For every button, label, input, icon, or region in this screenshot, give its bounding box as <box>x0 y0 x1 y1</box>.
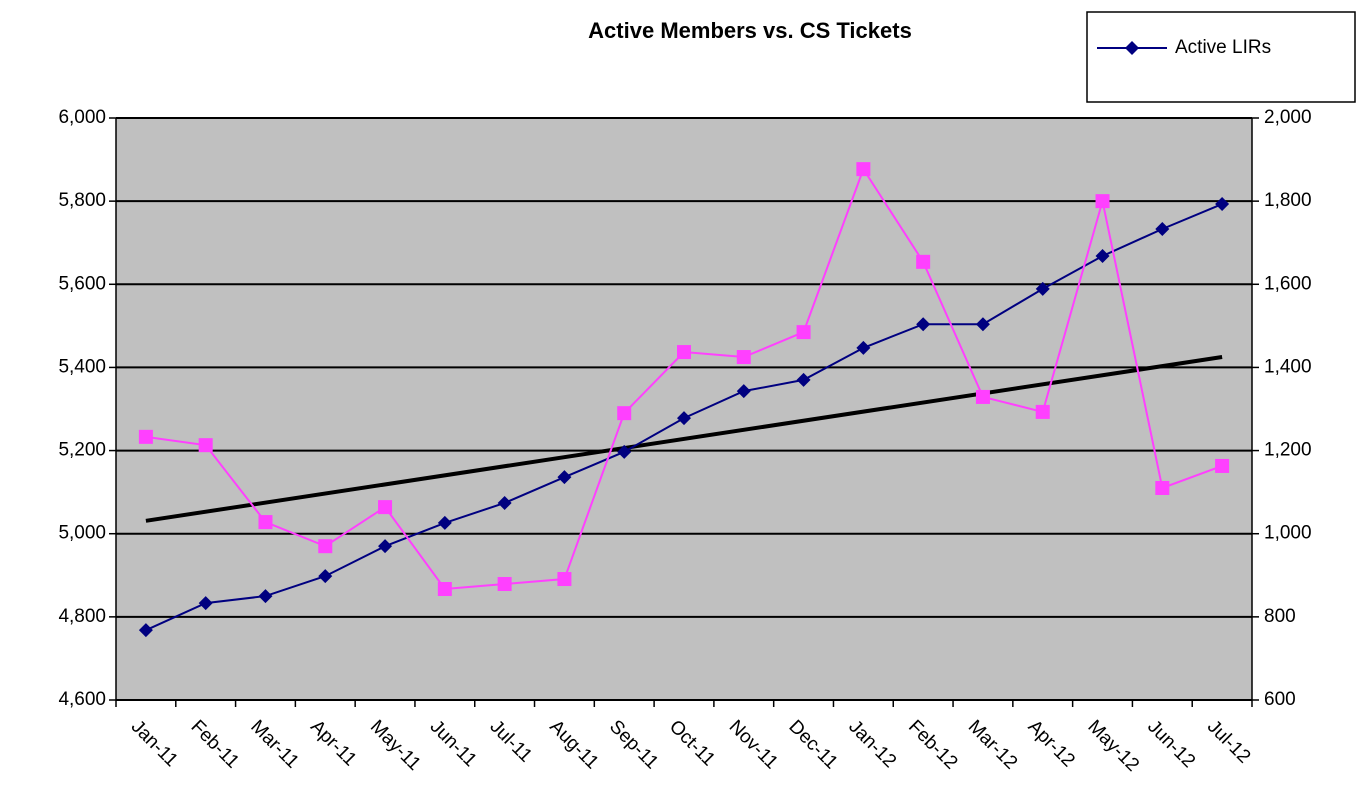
y-tick-label: 5,600 <box>58 273 106 294</box>
marker-square <box>796 325 811 340</box>
marker-diamond <box>975 317 990 332</box>
y2-tick-label: 800 <box>1264 606 1296 627</box>
marker-square <box>916 254 931 269</box>
y2-tick-label: 1,400 <box>1264 356 1312 377</box>
x-tick-label: Jul-12 <box>1203 716 1254 767</box>
x-tick-label: Jan-12 <box>844 716 900 772</box>
y-tick-label: 5,000 <box>58 523 106 544</box>
y2-tick-label: 2,000 <box>1264 107 1312 128</box>
marker-diamond <box>736 384 751 399</box>
marker-square <box>736 350 751 365</box>
y-tick-label: 4,800 <box>58 606 106 627</box>
marker-diamond <box>1095 249 1110 264</box>
marker-diamond <box>378 539 393 554</box>
y-tick-label: 4,600 <box>58 689 106 710</box>
marker-square <box>856 162 871 177</box>
marker-square <box>557 572 572 587</box>
y2-tick-label: 1,600 <box>1264 273 1312 294</box>
x-tick-label: Mar-12 <box>964 716 1021 773</box>
marker-diamond <box>138 623 153 638</box>
x-tick-label: Jun-11 <box>426 716 481 771</box>
marker-diamond <box>497 495 512 510</box>
marker-diamond <box>318 569 333 584</box>
x-tick-label: Dec-11 <box>784 716 841 773</box>
x-tick-label: Feb-12 <box>904 716 961 773</box>
y-tick-label: 6,000 <box>58 107 106 128</box>
x-tick-label: May-11 <box>366 716 425 775</box>
marker-diamond <box>258 589 273 604</box>
legend-box <box>1086 11 1356 103</box>
x-tick-label: Sep-11 <box>605 716 662 773</box>
marker-square <box>497 577 512 592</box>
x-tick-label: Feb-11 <box>187 716 243 772</box>
marker-square <box>617 406 632 421</box>
marker-square <box>198 438 213 453</box>
plot-area <box>116 118 1252 700</box>
y-tick-label: 5,200 <box>58 440 106 461</box>
y2-tick-label: 1,800 <box>1264 190 1312 211</box>
y-tick-label: 5,800 <box>58 190 106 211</box>
marker-diamond <box>1215 197 1230 212</box>
y2-tick-label: 1,000 <box>1264 523 1312 544</box>
marker-square <box>1215 458 1230 473</box>
marker-diamond <box>557 470 572 485</box>
marker-square <box>1095 194 1110 209</box>
marker-square <box>437 582 452 597</box>
marker-diamond <box>1035 281 1050 296</box>
marker-square <box>975 389 990 404</box>
marker-diamond <box>796 372 811 387</box>
marker-square <box>1035 404 1050 419</box>
chart-title: Active Members vs. CS Tickets <box>588 18 912 43</box>
trendline <box>145 355 1223 523</box>
marker-diamond <box>617 444 632 459</box>
marker-square <box>258 515 273 530</box>
marker-diamond <box>677 411 691 426</box>
marker-diamond <box>856 340 871 355</box>
x-tick-label: Aug-11 <box>545 716 602 773</box>
x-tick-label: May-12 <box>1083 716 1143 776</box>
legend-label: Active LIRs <box>1175 37 1271 58</box>
marker-diamond <box>916 317 931 332</box>
y-tick-label: 5,400 <box>58 356 106 377</box>
x-tick-label: Jun-12 <box>1143 716 1199 772</box>
marker-square <box>138 429 153 444</box>
x-tick-label: Nov-11 <box>725 716 782 773</box>
x-tick-label: Oct-11 <box>665 716 719 770</box>
x-tick-label: Jul-11 <box>486 716 536 766</box>
marker-square <box>378 500 393 515</box>
marker-square <box>677 345 691 360</box>
y2-tick-label: 1,200 <box>1264 440 1312 461</box>
marker-square <box>318 539 333 554</box>
marker-diamond <box>437 515 452 530</box>
y2-tick-label: 600 <box>1264 689 1296 710</box>
marker-diamond <box>1155 221 1170 236</box>
legend-marker <box>1125 41 1139 55</box>
x-tick-label: Mar-11 <box>246 716 302 772</box>
x-tick-label: Apr-11 <box>306 716 360 770</box>
marker-square <box>1155 480 1170 495</box>
marker-diamond <box>198 596 213 611</box>
x-tick-label: Apr-12 <box>1024 716 1079 771</box>
x-tick-label: Jan-11 <box>127 716 182 771</box>
